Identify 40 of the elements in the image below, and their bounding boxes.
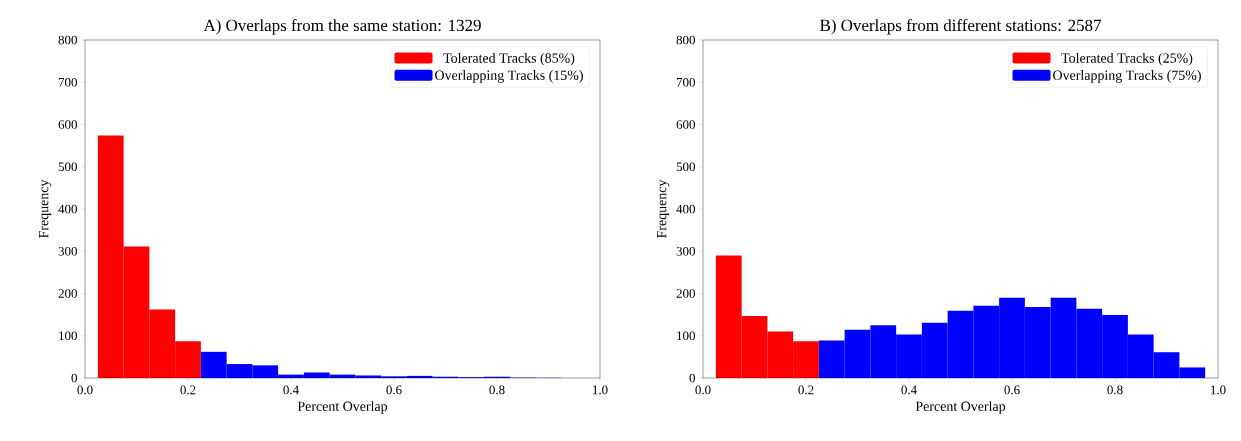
y-tick-label: 700 <box>676 77 695 87</box>
y-tick-label: 0 <box>71 373 77 383</box>
chart-title: A) Overlaps from the same station: 1329 <box>203 18 481 35</box>
legend-label: Tolerated Tracks (85%) <box>443 52 575 66</box>
y-tick-label: 300 <box>676 246 695 256</box>
x-tick-label: 0.4 <box>283 385 299 395</box>
y-tick-label: 500 <box>58 162 77 172</box>
x-tick-label: 0.4 <box>901 385 917 395</box>
y-tick-label: 200 <box>58 289 77 298</box>
x-tick-label: 0.2 <box>180 385 196 395</box>
y-tick-label: 500 <box>676 162 695 172</box>
x-tick-label: 0.6 <box>1004 385 1020 395</box>
y-tick-label: 800 <box>58 35 77 45</box>
y-tick-label: 800 <box>676 35 695 45</box>
y-axis-title: Frequency <box>657 179 670 239</box>
x-tick-label: 0.2 <box>798 385 814 395</box>
x-tick-label: 0.0 <box>77 385 93 395</box>
y-tick-label: 400 <box>58 204 77 214</box>
y-tick-label: 700 <box>58 77 77 87</box>
y-tick-label: 100 <box>59 331 77 341</box>
x-tick-label: 0.0 <box>695 385 711 395</box>
y-tick-label: 0 <box>689 373 695 383</box>
legend-label: Overlapping Tracks (75%) <box>1053 70 1201 83</box>
legend-label: Overlapping Tracks (15%) <box>435 70 583 83</box>
x-axis-title: Percent Overlap <box>297 401 388 414</box>
x-tick-label: 1.0 <box>593 385 608 395</box>
y-tick-label: 200 <box>676 289 695 298</box>
y-tick-label: 100 <box>677 331 695 341</box>
x-tick-label: 0.8 <box>489 385 505 395</box>
y-tick-label: 300 <box>58 246 77 256</box>
y-tick-label: 600 <box>676 120 695 129</box>
chart-title: B) Overlaps from different stations: 2587 <box>820 18 1101 35</box>
y-tick-label: 600 <box>58 120 77 129</box>
y-axis-title: Frequency <box>39 179 52 239</box>
y-tick-label: 400 <box>676 204 695 214</box>
x-axis-title: Percent Overlap <box>915 401 1006 414</box>
legend-label: Tolerated Tracks (25%) <box>1061 52 1193 66</box>
x-tick-label: 0.6 <box>386 385 402 395</box>
x-tick-label: 1.0 <box>1211 385 1226 395</box>
x-tick-label: 0.8 <box>1107 385 1123 395</box>
